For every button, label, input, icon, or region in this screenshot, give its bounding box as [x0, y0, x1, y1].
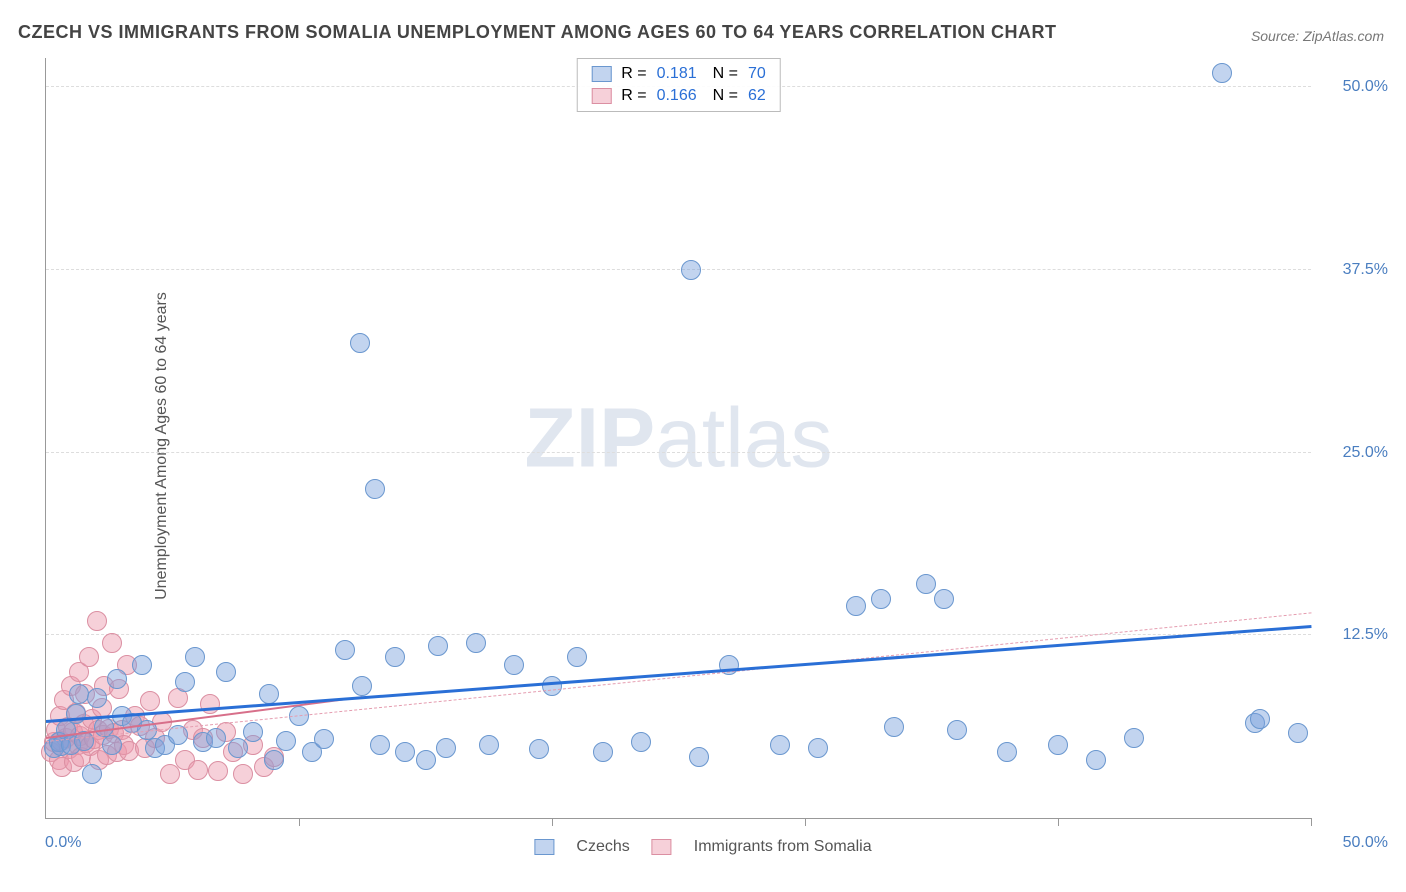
swatch-czechs-icon — [591, 66, 611, 82]
scatter-point-czechs — [1124, 728, 1144, 748]
swatch-somalia-icon — [591, 88, 611, 104]
scatter-point-czechs — [479, 735, 499, 755]
swatch-somalia-icon — [652, 839, 672, 855]
n-label: N = — [713, 85, 738, 107]
scatter-point-czechs — [102, 735, 122, 755]
gridline — [46, 634, 1311, 635]
scatter-point-czechs — [259, 684, 279, 704]
stats-row-czechs: R = 0.181 N = 70 — [591, 63, 766, 85]
scatter-point-czechs — [997, 742, 1017, 762]
legend-label-somalia: Immigrants from Somalia — [694, 838, 872, 856]
scatter-point-czechs — [385, 647, 405, 667]
scatter-point-czechs — [1086, 750, 1106, 770]
y-tick-label: 12.5% — [1343, 626, 1388, 644]
scatter-point-czechs — [466, 633, 486, 653]
scatter-point-czechs — [69, 684, 89, 704]
scatter-point-somalia — [140, 691, 160, 711]
scatter-point-czechs — [132, 655, 152, 675]
scatter-point-czechs — [567, 647, 587, 667]
scatter-point-czechs — [335, 640, 355, 660]
scatter-point-czechs — [529, 739, 549, 759]
x-axis-min-label: 0.0% — [45, 834, 81, 852]
scatter-point-czechs — [689, 747, 709, 767]
scatter-point-czechs — [1212, 63, 1232, 83]
scatter-point-czechs — [264, 750, 284, 770]
r-label: R = — [621, 85, 646, 107]
scatter-point-czechs — [107, 669, 127, 689]
scatter-point-czechs — [593, 742, 613, 762]
scatter-point-czechs — [216, 662, 236, 682]
scatter-point-czechs — [350, 333, 370, 353]
n-value-link[interactable]: 62 — [748, 85, 766, 107]
scatter-point-czechs — [206, 728, 226, 748]
scatter-point-czechs — [871, 589, 891, 609]
y-tick-label: 37.5% — [1343, 261, 1388, 279]
scatter-point-czechs — [1288, 723, 1308, 743]
trendline-somalia-extrapolated — [46, 612, 1311, 742]
scatter-point-czechs — [87, 688, 107, 708]
scatter-point-czechs — [314, 729, 334, 749]
scatter-point-czechs — [542, 676, 562, 696]
scatter-point-czechs — [808, 738, 828, 758]
chart-title: CZECH VS IMMIGRANTS FROM SOMALIA UNEMPLO… — [18, 22, 1057, 43]
x-axis-max-label: 50.0% — [1343, 834, 1388, 852]
scatter-point-czechs — [395, 742, 415, 762]
scatter-point-czechs — [175, 672, 195, 692]
scatter-point-somalia — [87, 611, 107, 631]
n-label: N = — [713, 63, 738, 85]
legend-label-czechs: Czechs — [576, 838, 629, 856]
scatter-point-czechs — [276, 731, 296, 751]
trendline-czechs — [46, 625, 1311, 723]
scatter-point-czechs — [416, 750, 436, 770]
stats-legend: R = 0.181 N = 70 R = 0.166 N = 62 — [576, 58, 781, 112]
x-tick — [1311, 818, 1312, 826]
scatter-point-czechs — [1250, 709, 1270, 729]
scatter-point-somalia — [208, 761, 228, 781]
x-tick — [1058, 818, 1059, 826]
scatter-point-czechs — [370, 735, 390, 755]
scatter-point-somalia — [160, 764, 180, 784]
y-tick-label: 50.0% — [1343, 78, 1388, 96]
correlation-chart: CZECH VS IMMIGRANTS FROM SOMALIA UNEMPLO… — [0, 0, 1406, 892]
swatch-czechs-icon — [534, 839, 554, 855]
scatter-point-somalia — [102, 633, 122, 653]
r-label: R = — [621, 63, 646, 85]
scatter-point-czechs — [243, 722, 263, 742]
r-value-link[interactable]: 0.166 — [657, 85, 697, 107]
scatter-point-czechs — [228, 738, 248, 758]
stats-row-somalia: R = 0.166 N = 62 — [591, 85, 766, 107]
scatter-point-czechs — [428, 636, 448, 656]
scatter-point-czechs — [365, 479, 385, 499]
scatter-point-czechs — [681, 260, 701, 280]
plot-area: ZIPatlas R = 0.181 N = 70 R = 0.166 N = … — [45, 58, 1311, 819]
scatter-point-czechs — [1048, 735, 1068, 755]
scatter-point-somalia — [79, 647, 99, 667]
x-tick — [805, 818, 806, 826]
scatter-point-czechs — [631, 732, 651, 752]
gridline — [46, 452, 1311, 453]
gridline — [46, 269, 1311, 270]
scatter-point-czechs — [504, 655, 524, 675]
watermark-text: ZIPatlas — [524, 390, 832, 487]
source-attribution: Source: ZipAtlas.com — [1251, 28, 1384, 44]
x-tick — [552, 818, 553, 826]
scatter-point-czechs — [352, 676, 372, 696]
scatter-point-czechs — [770, 735, 790, 755]
x-tick — [299, 818, 300, 826]
scatter-point-czechs — [884, 717, 904, 737]
scatter-point-czechs — [82, 764, 102, 784]
scatter-point-czechs — [934, 589, 954, 609]
scatter-point-somalia — [188, 760, 208, 780]
r-value-link[interactable]: 0.181 — [657, 63, 697, 85]
scatter-point-czechs — [947, 720, 967, 740]
n-value-link[interactable]: 70 — [748, 63, 766, 85]
scatter-point-czechs — [916, 574, 936, 594]
scatter-point-czechs — [185, 647, 205, 667]
scatter-point-czechs — [436, 738, 456, 758]
series-legend: Czechs Immigrants from Somalia — [534, 838, 871, 856]
scatter-point-czechs — [846, 596, 866, 616]
y-tick-label: 25.0% — [1343, 444, 1388, 462]
scatter-point-somalia — [233, 764, 253, 784]
